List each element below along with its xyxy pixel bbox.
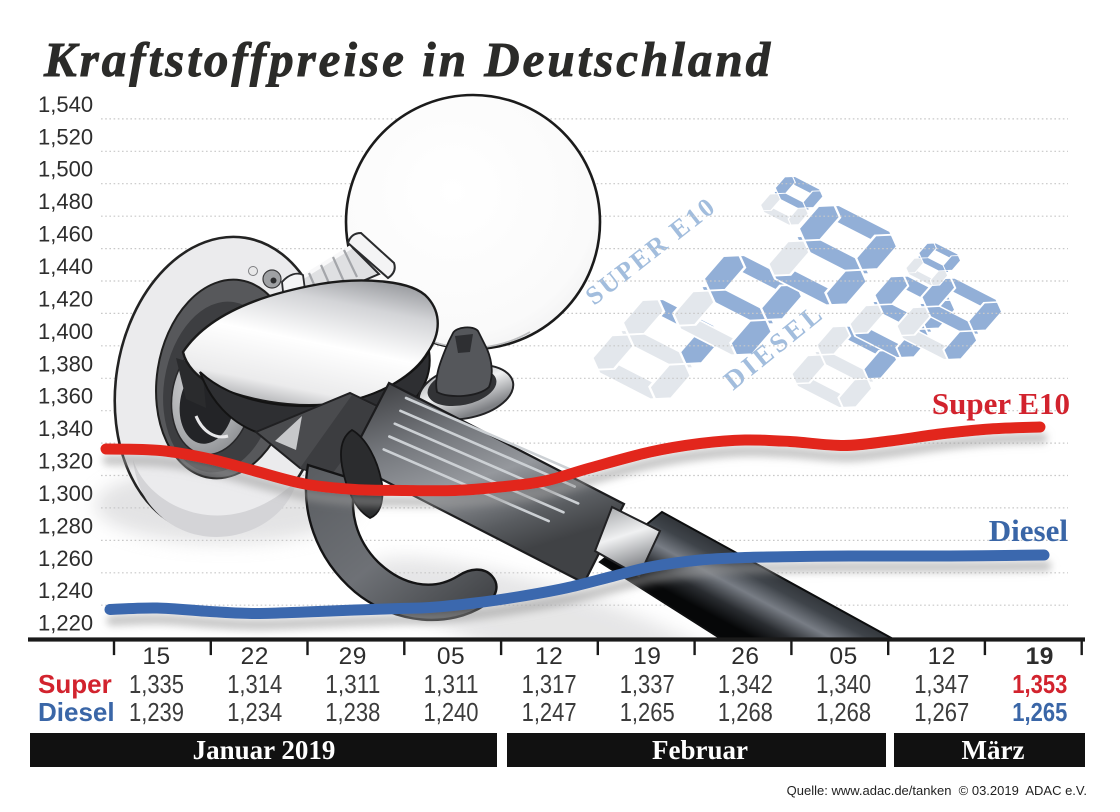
svg-text:1,337: 1,337 — [620, 669, 675, 699]
svg-text:Super E10: Super E10 — [932, 386, 1070, 421]
svg-text:1,220: 1,220 — [38, 611, 93, 636]
svg-text:1,353: 1,353 — [1012, 669, 1067, 699]
svg-text:1,540: 1,540 — [38, 92, 93, 117]
svg-text:1,265: 1,265 — [620, 697, 675, 727]
svg-text:1,500: 1,500 — [38, 157, 93, 182]
svg-text:Diesel: Diesel — [989, 513, 1069, 548]
svg-text:12: 12 — [928, 643, 956, 670]
svg-text:1,320: 1,320 — [38, 449, 93, 474]
svg-text:1,268: 1,268 — [718, 697, 773, 727]
svg-text:1,460: 1,460 — [38, 222, 93, 247]
svg-text:1,342: 1,342 — [718, 669, 773, 699]
svg-text:1,265: 1,265 — [1012, 697, 1067, 727]
svg-text:Quelle: www.adac.de/tanken ©: Quelle: www.adac.de/tanken © 03.2019 ADA… — [787, 783, 1087, 798]
svg-text:1,234: 1,234 — [227, 697, 282, 727]
svg-text:1,480: 1,480 — [38, 189, 93, 214]
svg-text:Diesel: Diesel — [38, 697, 115, 727]
svg-text:29: 29 — [339, 643, 367, 670]
svg-text:1,240: 1,240 — [424, 697, 479, 727]
svg-text:1,311: 1,311 — [424, 669, 479, 699]
svg-text:05: 05 — [829, 643, 857, 670]
svg-text:22: 22 — [241, 643, 269, 670]
svg-text:19: 19 — [633, 643, 661, 670]
svg-text:1,247: 1,247 — [522, 697, 577, 727]
svg-text:1,400: 1,400 — [38, 319, 93, 344]
svg-text:1,260: 1,260 — [38, 546, 93, 571]
svg-text:1,335: 1,335 — [129, 669, 184, 699]
svg-text:1,300: 1,300 — [38, 481, 93, 506]
svg-text:1,360: 1,360 — [38, 384, 93, 409]
svg-text:1,238: 1,238 — [325, 697, 380, 727]
svg-text:26: 26 — [731, 643, 759, 670]
svg-text:1,268: 1,268 — [816, 697, 871, 727]
svg-text:1,267: 1,267 — [914, 697, 969, 727]
svg-text:1,440: 1,440 — [38, 254, 93, 279]
svg-text:Kraftstoffpreise in Deutschlan: Kraftstoffpreise in Deutschland — [43, 32, 773, 87]
svg-text:1,340: 1,340 — [816, 669, 871, 699]
svg-text:1,239: 1,239 — [129, 697, 184, 727]
svg-text:12: 12 — [535, 643, 563, 670]
svg-text:19: 19 — [1026, 643, 1054, 670]
svg-text:März: März — [962, 735, 1025, 765]
svg-text:1,420: 1,420 — [38, 286, 93, 311]
svg-text:1,380: 1,380 — [38, 351, 93, 376]
svg-text:1,317: 1,317 — [522, 669, 577, 699]
svg-text:Januar 2019: Januar 2019 — [193, 735, 336, 765]
svg-text:1,240: 1,240 — [38, 578, 93, 603]
svg-text:1,520: 1,520 — [38, 124, 93, 149]
svg-text:05: 05 — [437, 643, 465, 670]
svg-text:15: 15 — [142, 643, 170, 670]
svg-text:1,311: 1,311 — [325, 669, 380, 699]
svg-text:Super: Super — [38, 669, 112, 699]
svg-text:1,314: 1,314 — [227, 669, 282, 699]
svg-text:1,347: 1,347 — [914, 669, 969, 699]
svg-text:1,340: 1,340 — [38, 416, 93, 441]
svg-text:Februar: Februar — [652, 735, 748, 765]
svg-text:1,280: 1,280 — [38, 513, 93, 538]
